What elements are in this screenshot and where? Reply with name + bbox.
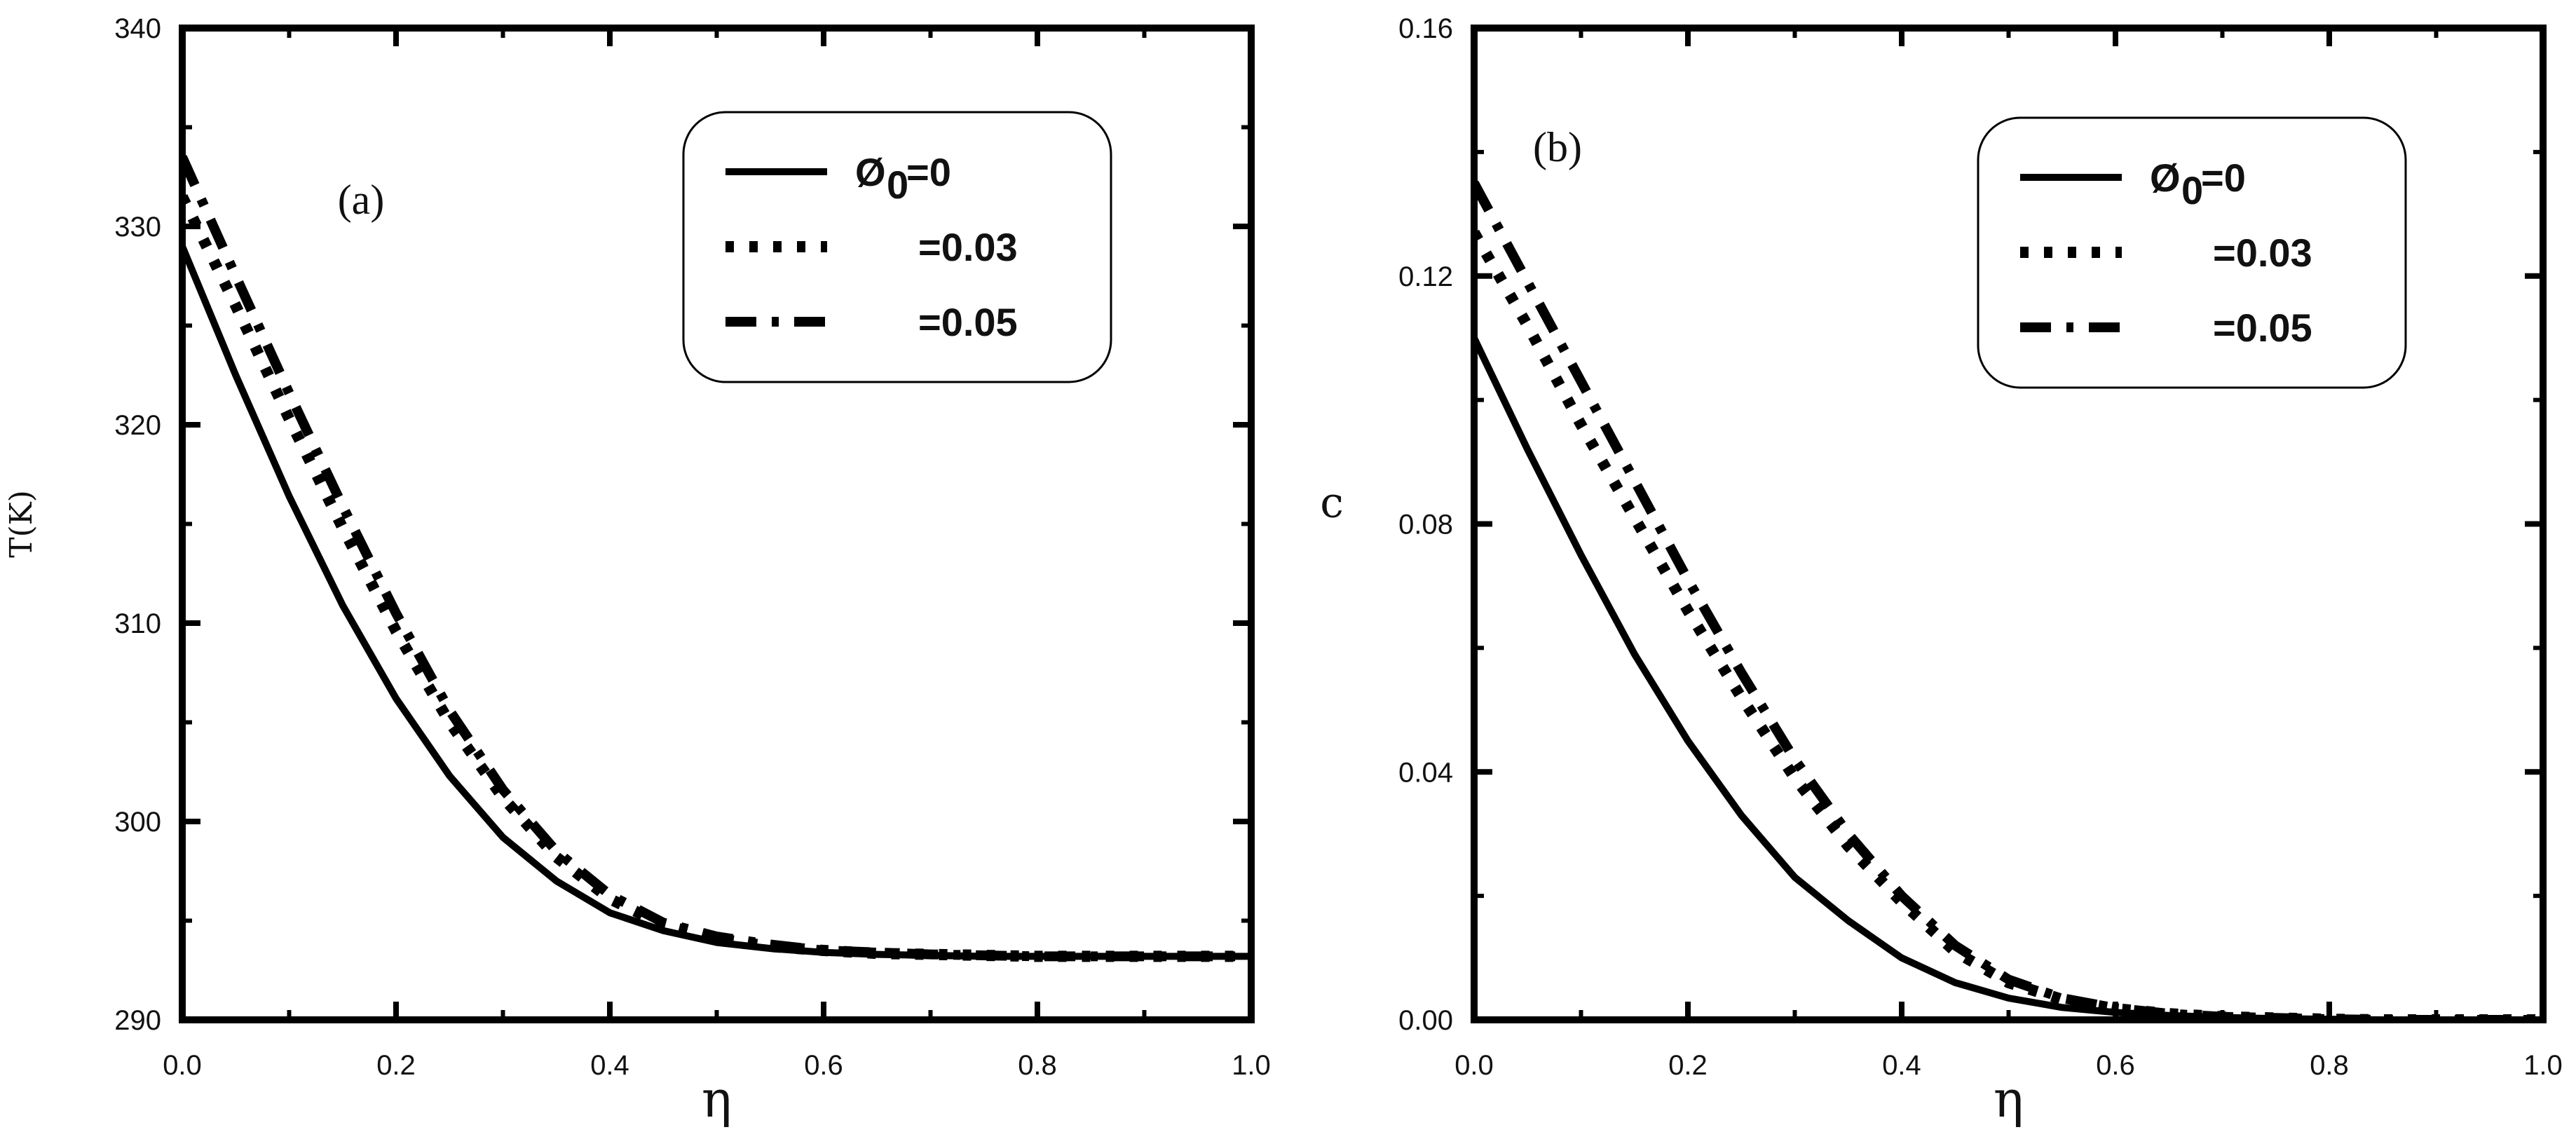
legend-entry: =0 [2201,156,2246,200]
legend-entry: =0.03 [2213,231,2312,275]
y-tick-label: 0.12 [1398,261,1453,292]
panel-label: (a) [338,177,385,223]
legend: Ø 0=0 =0.03 =0.05 [682,111,1112,383]
x-tick-label: 0.4 [590,1050,629,1081]
x-tick-label: 0.6 [2096,1050,2135,1081]
legend-box [682,111,1112,383]
panel-b-concentration-plot: 0.0 0.2 0.4 0.6 0.8 1.0 0.00 0.04 0.08 0.12 0.16 η c… [1320,13,2563,1128]
plot-frame [1471,25,2547,1023]
x-axis-label: η [1994,1070,2024,1128]
legend-symbol: Ø [855,150,886,194]
panel-label: (b) [1533,124,1582,170]
legend-symbol: Ø [2150,156,2181,200]
x-tick-label: 0.0 [1454,1050,1494,1081]
y-tick-label: 0.08 [1398,510,1453,540]
y-tick-label: 0.00 [1398,1005,1453,1036]
series-line-dotted [182,193,1251,962]
x-tick-label: 0.2 [376,1050,416,1081]
panel-a-temperature-plot: 0.0 0.2 0.4 0.6 0.8 1.0 290 300 310 320 330 340 η T(K… [4,13,1271,1128]
series-line-solid [1474,336,2543,1020]
series-line-dash-dot [182,155,1251,962]
y-tick-label: 300 [114,807,161,838]
y-tick-label: 290 [114,1005,161,1036]
x-tick-label: 1.0 [1232,1050,1271,1081]
y-tick-label: 0.16 [1398,13,1453,44]
x-tick-label: 0.8 [1018,1050,1057,1081]
legend-entry: =0.05 [918,300,1018,344]
x-tick-label: 0.4 [1882,1050,1921,1081]
y-axis-label: T(K) [4,490,39,558]
legend-entry: =0.03 [918,225,1018,269]
x-tick-label: 0.2 [1668,1050,1708,1081]
y-tick-label: 340 [114,13,161,44]
y-tick-label: 330 [114,212,161,243]
legend-entry: =0 [906,150,951,194]
x-axis-label: η [702,1070,732,1128]
legend-entry: =0.05 [2213,306,2312,350]
legend-subscript: 0 [887,163,908,207]
legend-subscript: 0 [2181,168,2203,212]
legend: Ø 0=0 =0.03 =0.05 [1977,116,2407,389]
legend-box [1977,116,2407,389]
y-tick-label: 310 [114,608,161,639]
x-tick-label: 0.8 [2310,1050,2349,1081]
x-tick-label: 0.0 [163,1050,202,1081]
plot-frame [179,25,1255,1023]
y-tick-label: 0.04 [1398,757,1453,788]
y-axis-label: c [1320,479,1344,528]
y-tick-label: 320 [114,410,161,441]
x-tick-label: 1.0 [2523,1050,2563,1081]
x-tick-label: 0.6 [804,1050,843,1081]
